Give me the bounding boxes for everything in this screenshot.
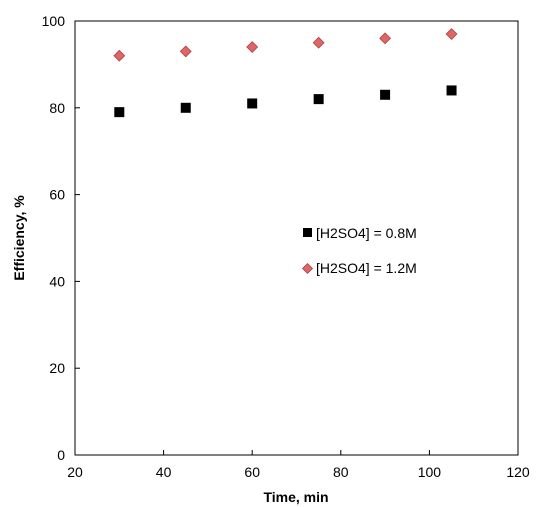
x-tick-label: 120: [506, 464, 530, 480]
y-tick-label: 40: [49, 273, 65, 289]
data-point-0-8m: [380, 89, 391, 100]
legend-label-1-2m: [H2SO4] = 1.2M: [316, 260, 417, 276]
y-axis: 0 20 40 60 80 100: [42, 13, 80, 463]
y-axis-title: Efficiency, %: [11, 195, 27, 281]
data-point-1-2m: [445, 28, 458, 40]
data-point-1-2m: [179, 45, 192, 58]
y-tick-label: 20: [49, 360, 65, 376]
data-point-1-2m: [312, 36, 325, 49]
x-axis-title: Time, min: [263, 489, 328, 505]
legend: [H2SO4] = 0.8M [H2SO4] = 1.2M: [301, 225, 417, 276]
x-axis: 20 40 60 80 100 120: [67, 450, 530, 480]
y-tick-label: 60: [49, 187, 65, 203]
data-point-0-8m: [446, 85, 457, 96]
plot-area: [74, 20, 519, 456]
data-point-1-2m: [379, 32, 392, 45]
data-point-0-8m: [180, 102, 191, 113]
data-points: [113, 28, 458, 118]
x-tick-label: 40: [156, 464, 172, 480]
x-tick-label: 100: [418, 464, 442, 480]
x-tick-label: 80: [333, 464, 349, 480]
data-point-1-2m: [113, 49, 126, 62]
x-tick-label: 60: [244, 464, 260, 480]
data-point-1-2m: [246, 41, 259, 53]
y-tick-label: 0: [57, 447, 65, 463]
y-tick-label: 80: [49, 100, 65, 116]
legend-label-0-8m: [H2SO4] = 0.8M: [316, 225, 417, 241]
data-point-0-8m: [313, 94, 324, 105]
legend-marker-1-2m: [301, 262, 314, 275]
legend-marker-0-8m: [303, 228, 312, 237]
data-point-0-8m: [247, 98, 258, 109]
y-tick-label: 100: [42, 13, 66, 29]
x-tick-label: 20: [67, 464, 83, 480]
data-point-0-8m: [114, 107, 125, 118]
